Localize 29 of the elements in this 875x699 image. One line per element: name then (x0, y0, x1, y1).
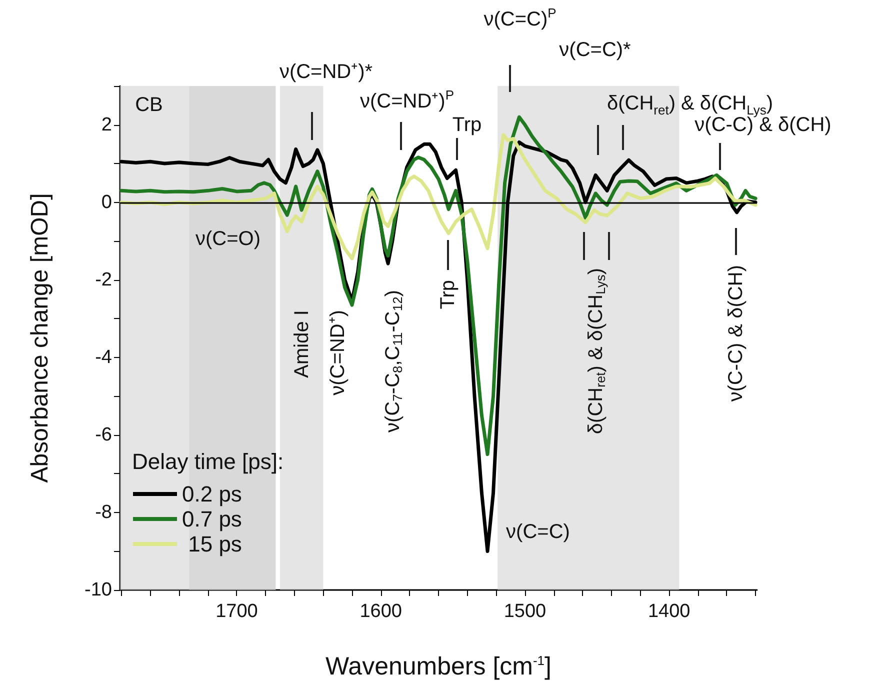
y-tick-label: -4 (95, 346, 112, 368)
annotation: ν(C=ND⁺)$^{P}$ (360, 88, 454, 112)
annotation: ν(C=O) (196, 228, 260, 250)
annotation: CB (135, 94, 163, 116)
x-tick-label: 1600 (360, 601, 402, 622)
y-tick-label: -6 (95, 424, 112, 446)
annotation: ν(C=C) (506, 521, 570, 543)
annotation: Amide I (291, 310, 313, 378)
annotation: Trp (437, 280, 459, 310)
y-tick-label: 2 (101, 114, 112, 136)
legend-label: 15 ps (182, 532, 242, 556)
annotation: ν(C-C) & δ(CH) (725, 265, 747, 402)
y-tick-label: -2 (95, 269, 112, 290)
annotation: ν(C=ND⁺) (327, 310, 349, 396)
legend-title: Delay time [ps]: (132, 449, 284, 474)
text: ν(C=ND⁺)* (279, 61, 373, 83)
text: ν(C=C)* (559, 39, 631, 61)
x-axis-title: Wavenumbers [cm$^{-1}$] (324, 652, 552, 680)
legend-label: 0.7 ps (182, 506, 242, 532)
text: ν(C=C)$^{P}$ (484, 6, 556, 30)
x-tick-label: 1400 (648, 601, 690, 622)
x-tick-label: 1500 (504, 601, 546, 622)
legend-label: 0.2 ps (182, 482, 242, 506)
y-axis-title: Absorbance change [mOD] (26, 193, 54, 483)
y-tick-label: -10 (84, 580, 112, 600)
y-tick-label: 0 (101, 192, 112, 213)
y-tick-label: -8 (95, 502, 112, 523)
annotation: Trp (452, 114, 482, 136)
x-tick-label: 1700 (216, 601, 258, 622)
